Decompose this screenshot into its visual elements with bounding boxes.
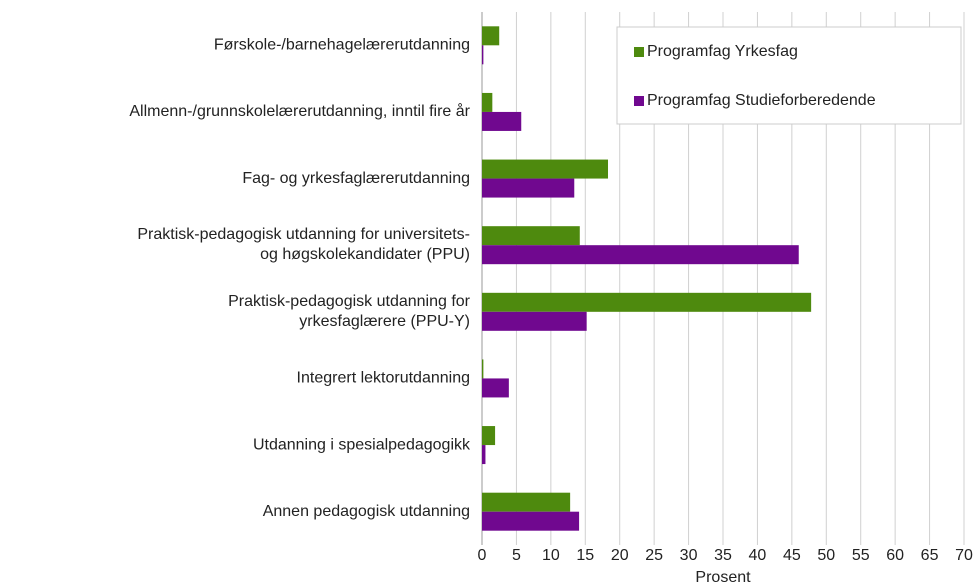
x-axis-label: Prosent bbox=[695, 569, 751, 586]
x-tick-label: 65 bbox=[921, 547, 939, 564]
bar bbox=[482, 111, 522, 131]
legend-box bbox=[616, 26, 962, 125]
x-tick-label: 10 bbox=[542, 547, 560, 564]
x-tick-label: 0 bbox=[478, 547, 487, 564]
y-tick-label: Praktisk-pedagogisk utdanning for univer… bbox=[137, 226, 470, 263]
bar bbox=[482, 511, 580, 531]
bar bbox=[482, 492, 571, 512]
legend-swatch bbox=[634, 47, 644, 57]
bar bbox=[482, 45, 484, 65]
x-tick-label: 35 bbox=[714, 547, 732, 564]
x-tick-label: 70 bbox=[955, 547, 973, 564]
x-tick-label: 45 bbox=[783, 547, 801, 564]
bar bbox=[482, 426, 496, 446]
bar bbox=[482, 178, 575, 198]
x-tick-label: 60 bbox=[886, 547, 904, 564]
y-tick-label: Fag- og yrkesfaglærerutdanning bbox=[242, 170, 470, 187]
x-tick-label: 20 bbox=[611, 547, 629, 564]
x-tick-label: 30 bbox=[680, 547, 698, 564]
bar bbox=[482, 359, 484, 379]
x-tick-label: 55 bbox=[852, 547, 870, 564]
legend-swatch bbox=[634, 96, 644, 106]
y-tick-label: Allmenn-/grunnskolelærerutdanning, innti… bbox=[129, 102, 470, 120]
bar bbox=[482, 311, 587, 331]
bar bbox=[482, 445, 486, 465]
bar bbox=[482, 292, 812, 312]
bar bbox=[482, 92, 493, 112]
bar bbox=[482, 245, 799, 265]
bar bbox=[482, 26, 500, 46]
x-tick-label: 50 bbox=[817, 547, 835, 564]
x-tick-label: 5 bbox=[512, 547, 521, 564]
x-tick-label: 15 bbox=[576, 547, 594, 564]
y-tick-label: Integrert lektorutdanning bbox=[297, 370, 470, 387]
x-tick-label: 40 bbox=[749, 547, 767, 564]
y-tick-label: Utdanning i spesialpedagogikk bbox=[253, 436, 471, 453]
y-tick-label: Førskole-/barnehagelærerutdanning bbox=[214, 37, 470, 54]
legend-label: Programfag Yrkesfag bbox=[647, 43, 798, 60]
y-tick-label: Praktisk-pedagogisk utdanning for yrkesfa… bbox=[228, 293, 471, 330]
legend-label: Programfag Studieforberedende bbox=[647, 92, 876, 109]
bar bbox=[482, 226, 580, 246]
y-tick-label: Annen pedagogisk utdanning bbox=[263, 503, 470, 520]
bar bbox=[482, 159, 609, 179]
x-tick-label: 25 bbox=[645, 547, 663, 564]
bar bbox=[482, 378, 509, 398]
